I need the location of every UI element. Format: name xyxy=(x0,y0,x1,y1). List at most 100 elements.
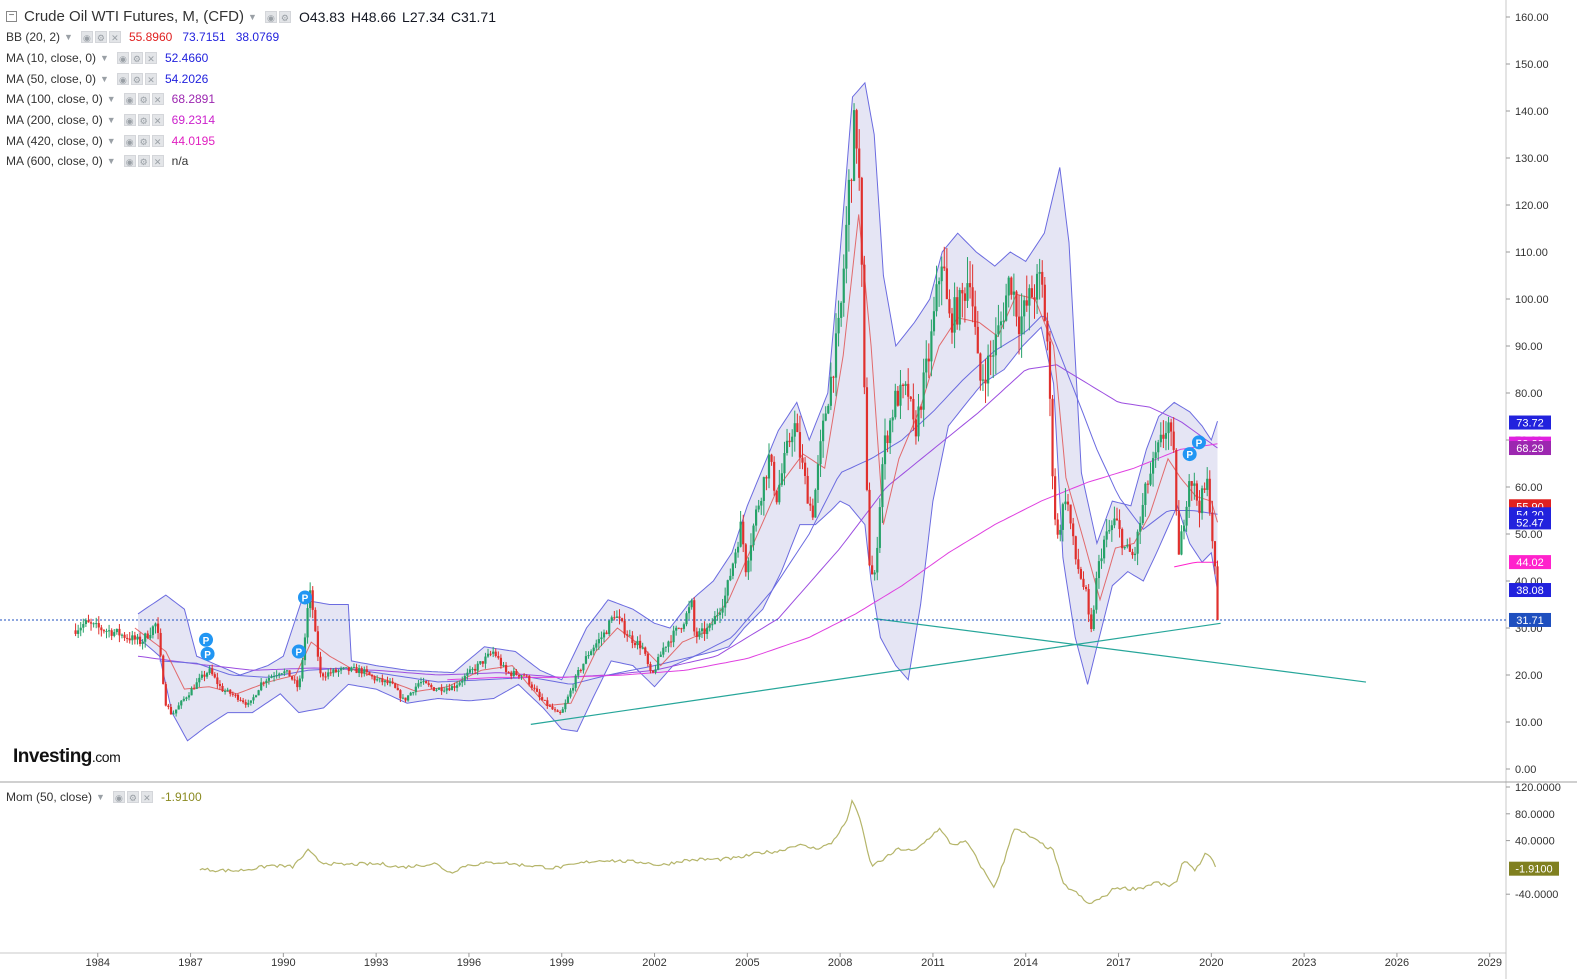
gear-icon[interactable]: ⚙ xyxy=(130,52,143,65)
p-event-marker: P xyxy=(291,644,306,659)
close-icon[interactable]: ✕ xyxy=(151,134,164,147)
candle-body xyxy=(672,630,675,643)
close-icon[interactable]: ✕ xyxy=(108,31,121,44)
x-tick-label: 2011 xyxy=(921,957,945,969)
eye-icon[interactable]: ◉ xyxy=(123,134,136,147)
candle-body xyxy=(1064,501,1067,505)
indicator-value: 54.2026 xyxy=(164,71,209,86)
chevron-down-icon[interactable]: ▼ xyxy=(106,156,116,167)
candle-body xyxy=(345,667,348,669)
chevron-down-icon[interactable]: ▼ xyxy=(96,792,105,802)
gear-icon[interactable]: ⚙ xyxy=(94,31,107,44)
eye-icon[interactable]: ◉ xyxy=(123,155,136,168)
candle-body xyxy=(504,665,508,672)
candle-body xyxy=(891,417,894,421)
candle-body xyxy=(703,628,706,635)
close-icon[interactable]: ✕ xyxy=(151,155,164,168)
candle-body xyxy=(154,623,157,627)
candle-body xyxy=(644,647,647,654)
candle-body xyxy=(123,634,126,638)
candle-body xyxy=(131,635,134,641)
gear-icon[interactable]: ⚙ xyxy=(278,10,291,23)
legend-row-bb: BB (20, 2) ▼ ◉ ⚙ ✕ 55.8960 73.7151 38.0769 xyxy=(6,27,506,48)
x-tick-label: 1996 xyxy=(457,957,481,969)
candle-body xyxy=(494,651,497,656)
gear-icon[interactable]: ⚙ xyxy=(137,93,150,106)
candle-body xyxy=(453,686,456,688)
indicator-buttons: ◉ ⚙ ✕ xyxy=(80,31,121,44)
close-icon[interactable]: ✕ xyxy=(151,114,164,127)
chevron-down-icon[interactable]: ▼ xyxy=(248,11,257,22)
collapse-icon[interactable]: − xyxy=(6,11,17,22)
gear-icon[interactable]: ⚙ xyxy=(137,155,150,168)
eye-icon[interactable]: ◉ xyxy=(116,72,129,85)
close-icon[interactable]: ✕ xyxy=(144,72,157,85)
chevron-down-icon[interactable]: ▼ xyxy=(100,73,109,84)
candle-body xyxy=(1139,523,1142,532)
candle-body xyxy=(579,670,582,672)
candle-body xyxy=(858,148,861,178)
close-icon[interactable]: ✕ xyxy=(151,93,164,106)
candle-body xyxy=(422,681,425,683)
eye-icon[interactable]: ◉ xyxy=(123,93,136,106)
p-event-marker: P xyxy=(1182,447,1197,462)
gear-icon[interactable]: ⚙ xyxy=(126,791,139,803)
chevron-down-icon[interactable]: ▼ xyxy=(106,115,116,126)
candle-body xyxy=(347,667,350,672)
chevron-down-icon[interactable]: ▼ xyxy=(106,135,116,146)
candle-body xyxy=(731,563,735,576)
p-marker-letter: P xyxy=(295,648,302,659)
candle-body xyxy=(871,565,874,575)
candle-body xyxy=(850,179,853,181)
candle-body xyxy=(584,656,588,664)
eye-icon[interactable]: ◉ xyxy=(123,114,136,127)
candle-body xyxy=(577,670,580,676)
gear-icon[interactable]: ⚙ xyxy=(130,72,143,85)
candle-body xyxy=(1079,569,1083,579)
candle-body xyxy=(742,521,745,545)
eye-icon[interactable]: ◉ xyxy=(80,31,93,44)
candle-body xyxy=(559,712,562,714)
chevron-down-icon[interactable]: ▼ xyxy=(100,53,109,64)
candle-body xyxy=(528,675,531,685)
candle-body xyxy=(113,632,116,636)
candle-body xyxy=(1108,530,1111,532)
candle-body xyxy=(680,628,683,630)
momentum-buttons: ◉ ⚙ ✕ xyxy=(112,791,153,803)
gear-icon[interactable]: ⚙ xyxy=(137,114,150,127)
candle-body xyxy=(476,663,479,671)
bollinger-lower-line xyxy=(137,326,1218,742)
legend-row-ma: MA (10, close, 0) ▼ ◉ ⚙ ✕ 52.4660 xyxy=(6,48,506,69)
candle-body xyxy=(401,697,405,699)
candle-body xyxy=(958,290,961,325)
chart-legend: − Crude Oil WTI Futures, M, (CFD) ▼ ◉ ⚙ O… xyxy=(6,6,506,172)
candle-body xyxy=(971,287,974,307)
candle-body xyxy=(968,283,972,288)
candle-body xyxy=(437,687,441,690)
gear-icon[interactable]: ⚙ xyxy=(137,134,150,147)
candle-body xyxy=(1121,529,1124,549)
eye-icon[interactable]: ◉ xyxy=(112,791,125,803)
eye-icon[interactable]: ◉ xyxy=(264,10,277,23)
candle-body xyxy=(1195,483,1198,501)
candle-body xyxy=(486,653,490,657)
y-tick-label: 100.00 xyxy=(1515,294,1549,306)
candle-body xyxy=(760,500,763,506)
close-icon[interactable]: ✕ xyxy=(144,52,157,65)
close-icon[interactable]: ✕ xyxy=(140,791,153,803)
eye-icon[interactable]: ◉ xyxy=(116,52,129,65)
candle-body xyxy=(682,624,686,629)
candle-body xyxy=(847,179,851,225)
candle-body xyxy=(716,614,719,617)
x-tick-label: 2026 xyxy=(1385,957,1409,969)
chevron-down-icon[interactable]: ▼ xyxy=(106,94,116,105)
candle-body xyxy=(943,266,946,269)
candle-body xyxy=(1175,449,1178,511)
candle-body xyxy=(770,454,773,462)
y-tick-label: 90.00 xyxy=(1515,341,1543,353)
chevron-down-icon[interactable]: ▼ xyxy=(64,32,73,43)
candle-body xyxy=(334,669,338,673)
candle-body xyxy=(613,617,616,619)
candle-body xyxy=(855,110,858,149)
